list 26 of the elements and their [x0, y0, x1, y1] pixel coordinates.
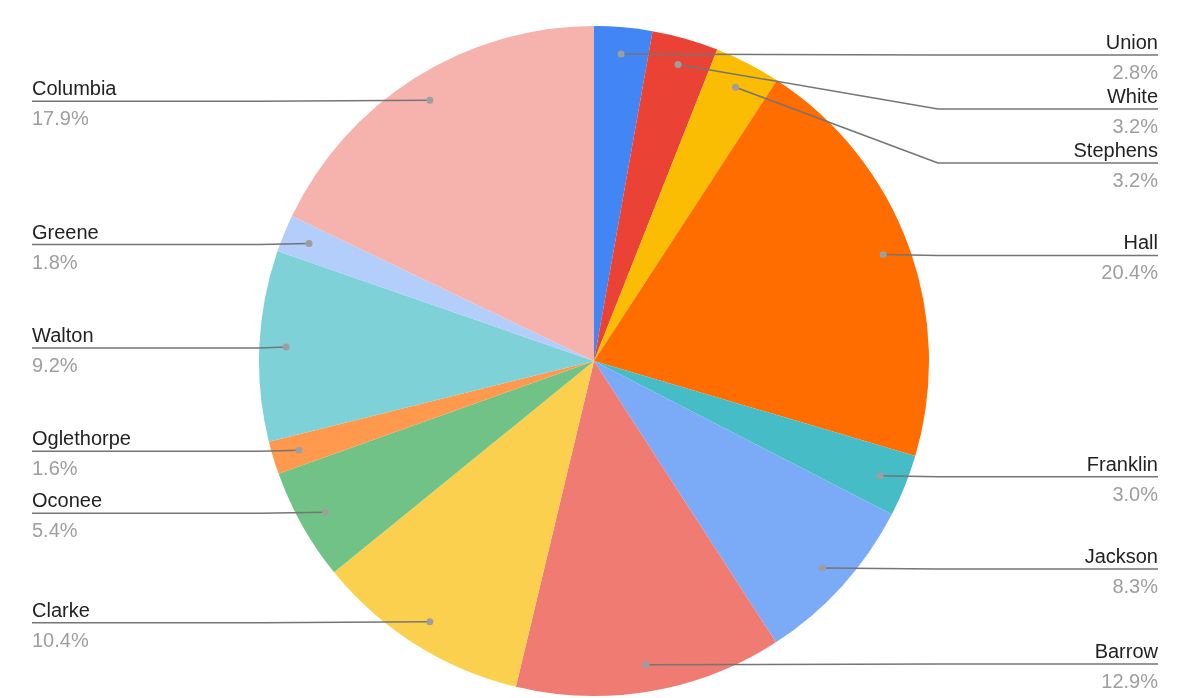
slice-label: Columbia — [32, 77, 118, 100]
slice-label: Greene — [32, 220, 99, 243]
slice-label: Oconee — [32, 489, 103, 512]
data-label: 1.8% — [32, 250, 78, 273]
data-label: 5.4% — [32, 519, 78, 542]
data-label: 3.2% — [1112, 168, 1159, 191]
data-label: 9.2% — [32, 353, 78, 376]
slice-label: Franklin — [1086, 452, 1158, 475]
slice-label: Barrow — [1094, 640, 1159, 662]
data-label: 20.4% — [1101, 261, 1159, 284]
slice-label: Clarke — [32, 598, 90, 621]
data-label: 3.2% — [1112, 114, 1159, 137]
data-label: 10.4% — [32, 628, 89, 651]
slice-label: Union — [1105, 30, 1158, 53]
slice-label: Oglethorpe — [32, 427, 131, 450]
data-label: 3.0% — [1112, 482, 1159, 505]
data-label: 8.3% — [1112, 574, 1159, 597]
slice-label: Jackson — [1084, 544, 1158, 567]
data-label: 2.8% — [1112, 60, 1159, 83]
data-label: 1.6% — [32, 457, 78, 480]
data-label: 12.9% — [1101, 670, 1159, 692]
data-label: 17.9% — [32, 107, 89, 130]
slice-label: White — [1106, 84, 1158, 107]
slice-label: Hall — [1123, 231, 1158, 254]
slice-label: Stephens — [1073, 138, 1158, 161]
slice-label: Walton — [32, 323, 94, 346]
